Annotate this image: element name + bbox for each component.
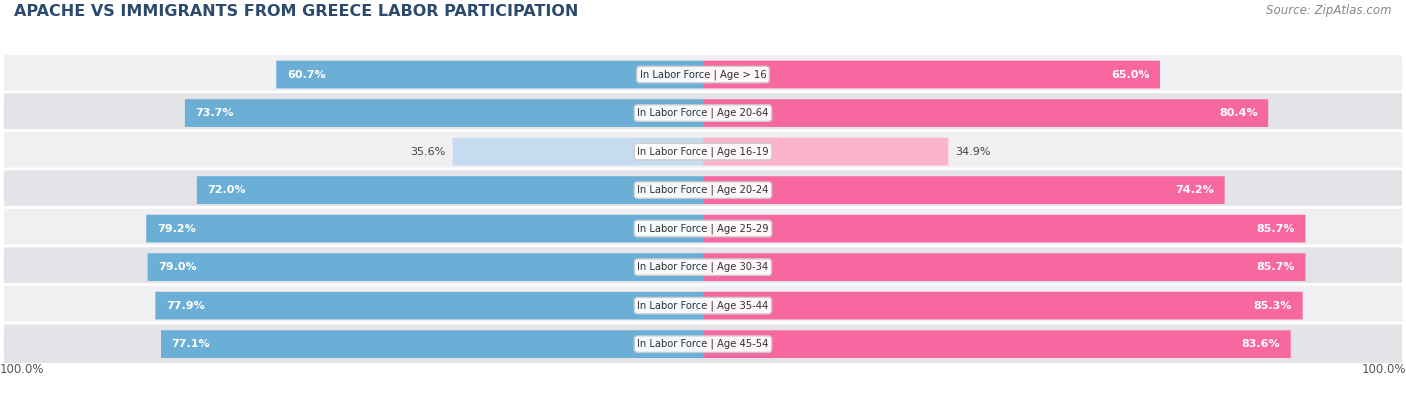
Text: APACHE VS IMMIGRANTS FROM GREECE LABOR PARTICIPATION: APACHE VS IMMIGRANTS FROM GREECE LABOR P… [14, 4, 578, 19]
FancyBboxPatch shape [197, 176, 703, 204]
Text: In Labor Force | Age 25-29: In Labor Force | Age 25-29 [637, 223, 769, 234]
FancyBboxPatch shape [276, 61, 703, 88]
Text: 74.2%: 74.2% [1175, 185, 1213, 195]
FancyBboxPatch shape [3, 246, 1403, 288]
FancyBboxPatch shape [453, 138, 703, 166]
FancyBboxPatch shape [186, 99, 703, 127]
FancyBboxPatch shape [162, 330, 703, 358]
Text: 65.0%: 65.0% [1111, 70, 1150, 79]
Text: In Labor Force | Age > 16: In Labor Force | Age > 16 [640, 69, 766, 80]
Text: 60.7%: 60.7% [287, 70, 325, 79]
Text: In Labor Force | Age 35-44: In Labor Force | Age 35-44 [637, 300, 769, 311]
Text: 83.6%: 83.6% [1241, 339, 1281, 349]
Text: 79.2%: 79.2% [156, 224, 195, 233]
Text: In Labor Force | Age 30-34: In Labor Force | Age 30-34 [637, 262, 769, 273]
Text: In Labor Force | Age 20-24: In Labor Force | Age 20-24 [637, 185, 769, 196]
Text: In Labor Force | Age 16-19: In Labor Force | Age 16-19 [637, 146, 769, 157]
Text: 77.1%: 77.1% [172, 339, 209, 349]
FancyBboxPatch shape [703, 176, 1225, 204]
Text: 34.9%: 34.9% [956, 147, 991, 156]
Text: Source: ZipAtlas.com: Source: ZipAtlas.com [1267, 4, 1392, 17]
Text: 79.0%: 79.0% [159, 262, 197, 272]
FancyBboxPatch shape [3, 92, 1403, 134]
Text: 77.9%: 77.9% [166, 301, 205, 310]
Text: 85.3%: 85.3% [1254, 301, 1292, 310]
FancyBboxPatch shape [155, 292, 703, 320]
FancyBboxPatch shape [146, 215, 703, 243]
Text: 85.7%: 85.7% [1257, 262, 1295, 272]
Text: 100.0%: 100.0% [1361, 363, 1406, 376]
Text: 35.6%: 35.6% [411, 147, 446, 156]
FancyBboxPatch shape [703, 61, 1160, 88]
FancyBboxPatch shape [703, 215, 1305, 243]
FancyBboxPatch shape [148, 253, 703, 281]
FancyBboxPatch shape [3, 207, 1403, 250]
FancyBboxPatch shape [703, 330, 1291, 358]
Text: 100.0%: 100.0% [0, 363, 45, 376]
FancyBboxPatch shape [703, 253, 1305, 281]
Text: In Labor Force | Age 20-64: In Labor Force | Age 20-64 [637, 108, 769, 118]
FancyBboxPatch shape [703, 292, 1303, 320]
FancyBboxPatch shape [3, 130, 1403, 173]
FancyBboxPatch shape [703, 138, 949, 166]
FancyBboxPatch shape [3, 284, 1403, 327]
Text: 73.7%: 73.7% [195, 108, 233, 118]
Text: In Labor Force | Age 45-54: In Labor Force | Age 45-54 [637, 339, 769, 350]
FancyBboxPatch shape [3, 169, 1403, 211]
Text: 72.0%: 72.0% [208, 185, 246, 195]
Text: 85.7%: 85.7% [1257, 224, 1295, 233]
FancyBboxPatch shape [3, 323, 1403, 365]
Text: 80.4%: 80.4% [1219, 108, 1258, 118]
FancyBboxPatch shape [703, 99, 1268, 127]
FancyBboxPatch shape [3, 53, 1403, 96]
